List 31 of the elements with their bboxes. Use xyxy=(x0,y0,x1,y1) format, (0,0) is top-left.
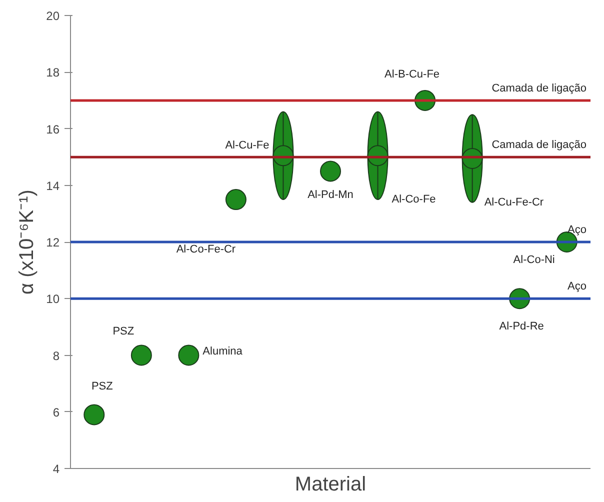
point xyxy=(84,404,105,426)
point xyxy=(320,160,341,182)
data-label: Al-Cu-Fe-Cr xyxy=(484,196,544,208)
data-label: Al-Co-Ni xyxy=(513,254,555,266)
y-tick-label: 16 xyxy=(46,122,60,136)
data-label: PSZ xyxy=(112,325,134,338)
data-label: Alumina xyxy=(202,345,244,358)
y-tick-label: 12 xyxy=(46,236,60,250)
ref-line-label: Camada de ligação xyxy=(492,82,587,94)
data-label: Al-B-Cu-Fe xyxy=(384,68,440,80)
y-tick-label: 6 xyxy=(52,405,60,420)
x-axis-title: Material xyxy=(294,474,366,496)
data-label: Al-Co-Fe xyxy=(392,194,436,206)
y-tick-label: 18 xyxy=(46,66,60,80)
ref-line-label: Aço xyxy=(568,224,587,236)
point xyxy=(225,189,246,210)
y-tick-label: 20 xyxy=(46,9,60,23)
data-label: PSZ xyxy=(91,380,114,393)
ref-line-label: Aço xyxy=(568,280,587,293)
y-tick-label: 4 xyxy=(52,462,60,476)
y-axis-title: α (x10⁻⁶K⁻¹) xyxy=(16,190,38,294)
data-label: Al-Cu-Fe xyxy=(225,140,270,152)
data-label: Al-Pd-Re xyxy=(499,320,544,333)
y-tick-label: 10 xyxy=(46,292,60,306)
point xyxy=(130,344,152,366)
ref-line-label: Camada de ligação xyxy=(492,139,587,152)
point xyxy=(178,344,200,366)
y-tick-label: 14 xyxy=(46,178,60,193)
data-label: Al-Co-Fe-Cr xyxy=(176,244,236,256)
data-label: Al-Pd-Mn xyxy=(308,189,354,202)
y-tick-label: 8 xyxy=(52,348,60,363)
